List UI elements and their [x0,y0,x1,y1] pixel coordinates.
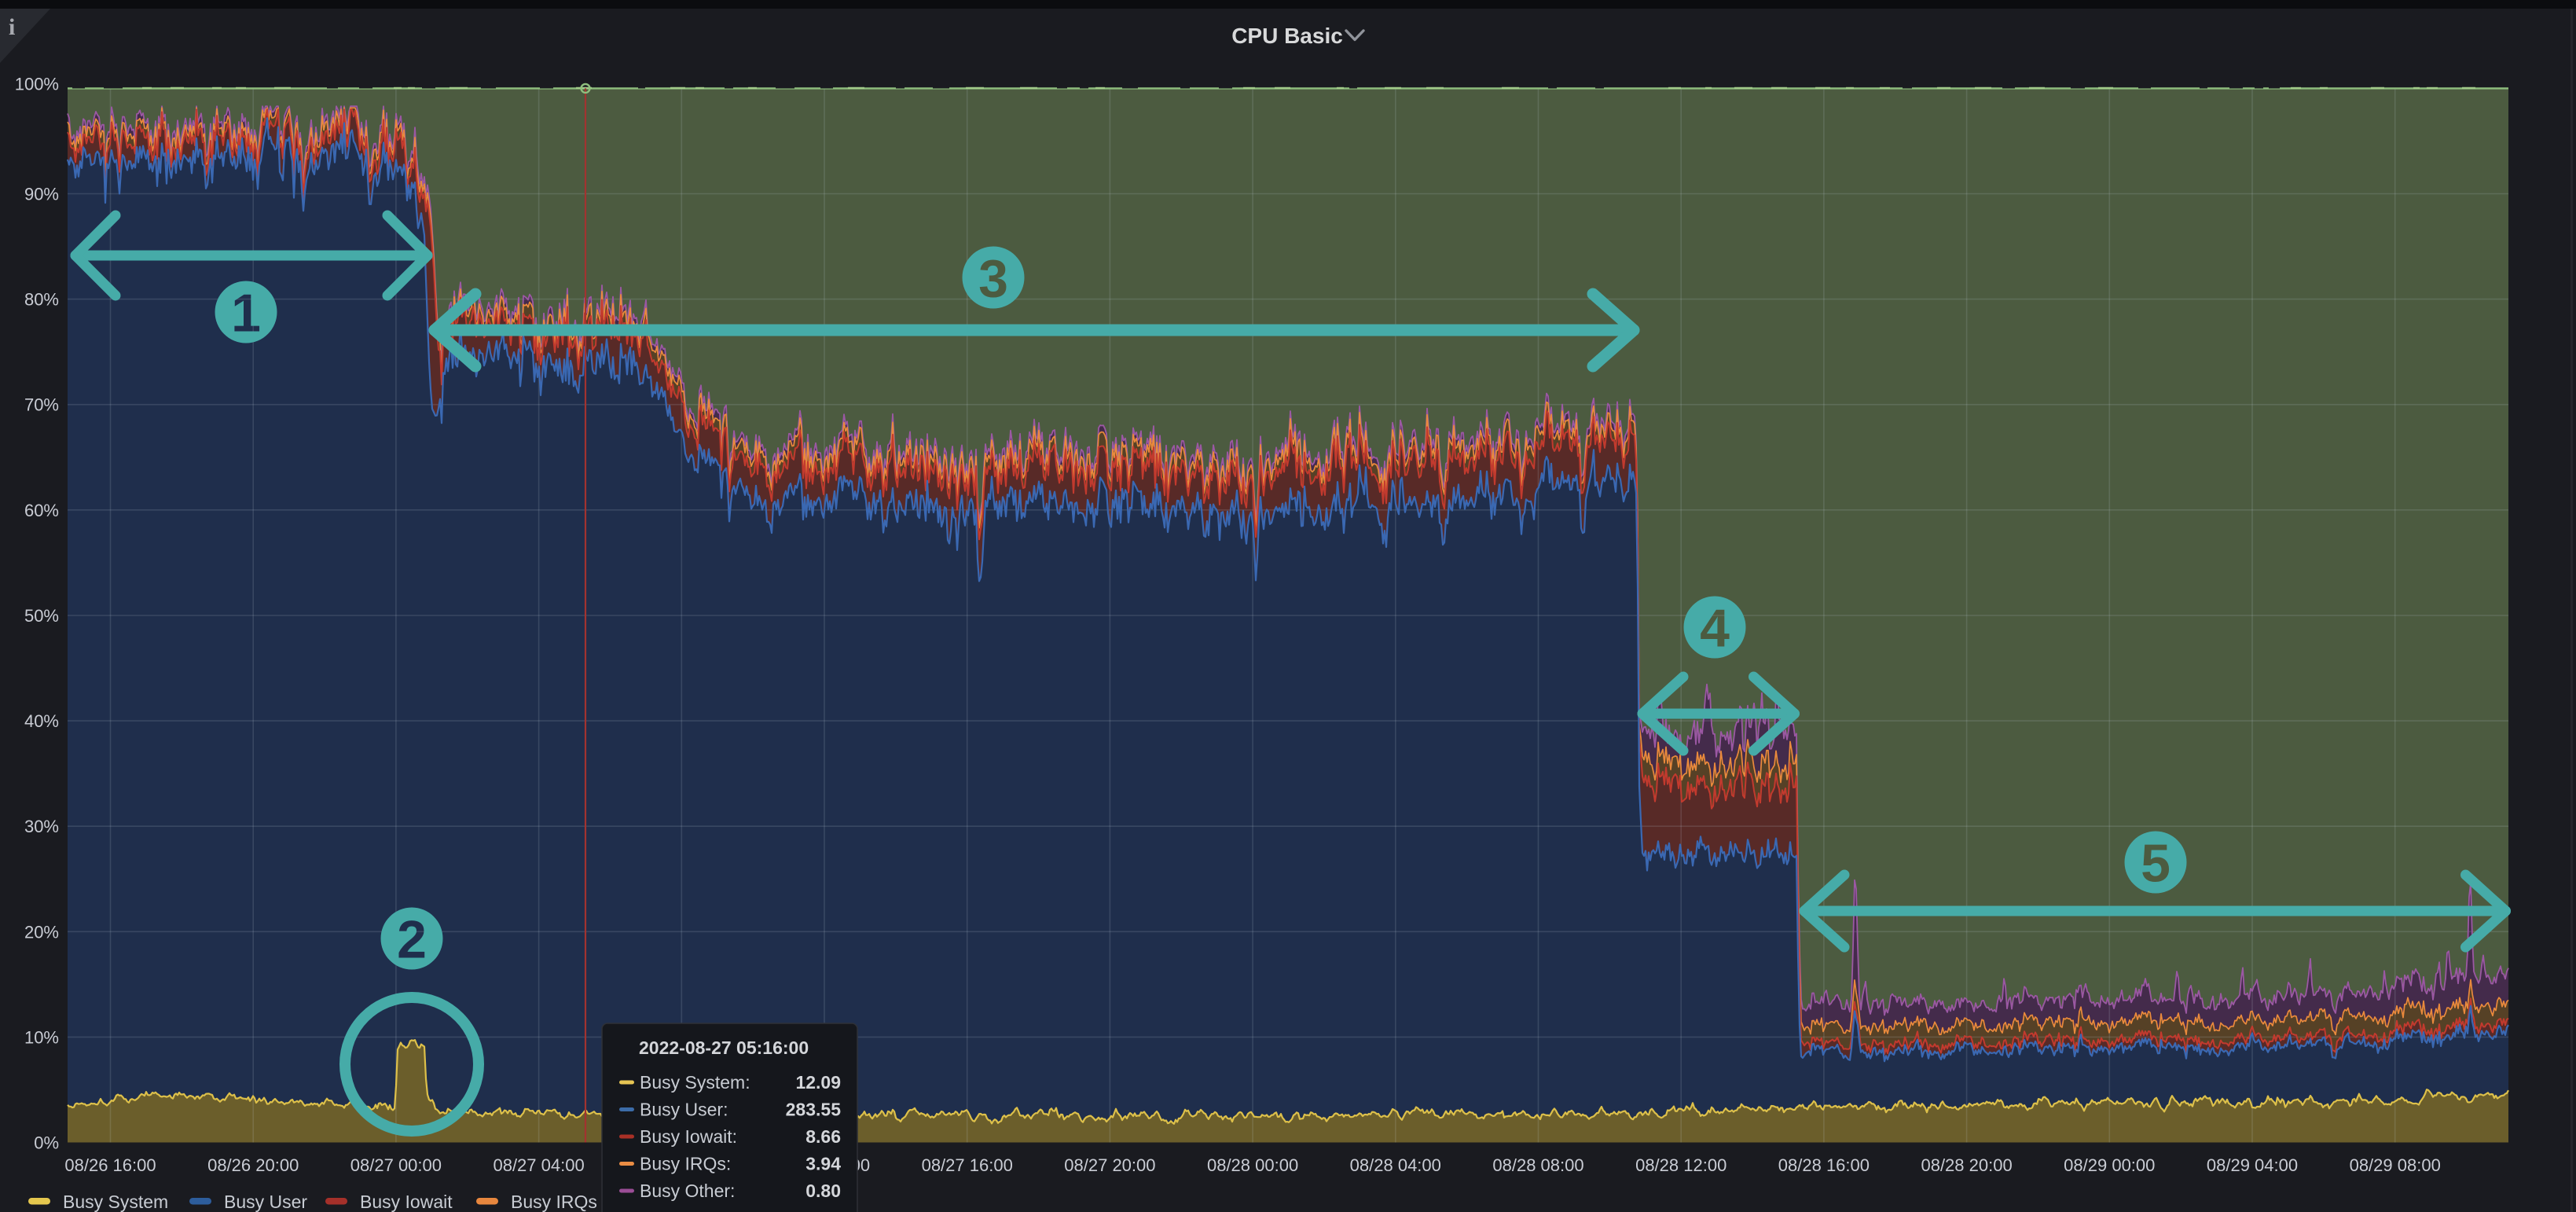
svg-text:08/27 16:00: 08/27 16:00 [922,1155,1013,1175]
svg-text:30%: 30% [24,817,59,836]
svg-text:08/27 04:00: 08/27 04:00 [493,1155,584,1175]
svg-text:3.94: 3.94 [805,1154,841,1174]
svg-text:08/28 20:00: 08/28 20:00 [1921,1155,2012,1175]
svg-text:Busy IRQs: Busy IRQs [511,1192,597,1212]
svg-text:50%: 50% [24,606,59,626]
svg-text:60%: 60% [24,501,59,520]
svg-text:10%: 10% [24,1027,59,1047]
svg-text:0.80: 0.80 [805,1181,841,1201]
svg-text:Busy System:: Busy System: [640,1072,750,1093]
svg-text:i: i [9,14,15,40]
svg-text:08/28 16:00: 08/28 16:00 [1778,1155,1870,1175]
svg-text:283.55: 283.55 [786,1100,842,1120]
svg-text:Busy Iowait:: Busy Iowait: [640,1126,737,1147]
svg-text:90%: 90% [24,185,59,204]
svg-text:80%: 80% [24,290,59,310]
svg-text:CPU Basic: CPU Basic [1231,24,1343,48]
svg-text:40%: 40% [24,711,59,731]
svg-text:2022-08-27 05:16:00: 2022-08-27 05:16:00 [639,1038,809,1058]
svg-text:08/29 08:00: 08/29 08:00 [2350,1155,2441,1175]
svg-text:20%: 20% [24,922,59,942]
svg-text:08/27 20:00: 08/27 20:00 [1064,1155,1155,1175]
svg-text:8.66: 8.66 [805,1126,841,1147]
svg-text:Busy Iowait: Busy Iowait [360,1192,453,1212]
svg-text:Busy User:: Busy User: [640,1100,728,1120]
svg-text:Busy System: Busy System [63,1192,168,1212]
svg-text:08/28 04:00: 08/28 04:00 [1350,1155,1441,1175]
svg-text:08/26 16:00: 08/26 16:00 [64,1155,156,1175]
svg-text:08/29 04:00: 08/29 04:00 [2207,1155,2298,1175]
svg-text:12.09: 12.09 [795,1072,841,1093]
svg-text:100%: 100% [15,74,59,94]
svg-text:0%: 0% [34,1133,59,1153]
svg-text:08/26 20:00: 08/26 20:00 [207,1155,299,1175]
svg-text:08/29 00:00: 08/29 00:00 [2064,1155,2155,1175]
svg-text:08/28 12:00: 08/28 12:00 [1635,1155,1727,1175]
svg-text:08/27 00:00: 08/27 00:00 [350,1155,442,1175]
svg-text:Busy Other:: Busy Other: [640,1181,735,1201]
svg-text:08/28 08:00: 08/28 08:00 [1492,1155,1583,1175]
svg-text:Busy IRQs:: Busy IRQs: [640,1154,731,1174]
svg-text:Busy User: Busy User [224,1192,307,1212]
svg-text:08/28 00:00: 08/28 00:00 [1207,1155,1298,1175]
svg-text:70%: 70% [24,395,59,415]
